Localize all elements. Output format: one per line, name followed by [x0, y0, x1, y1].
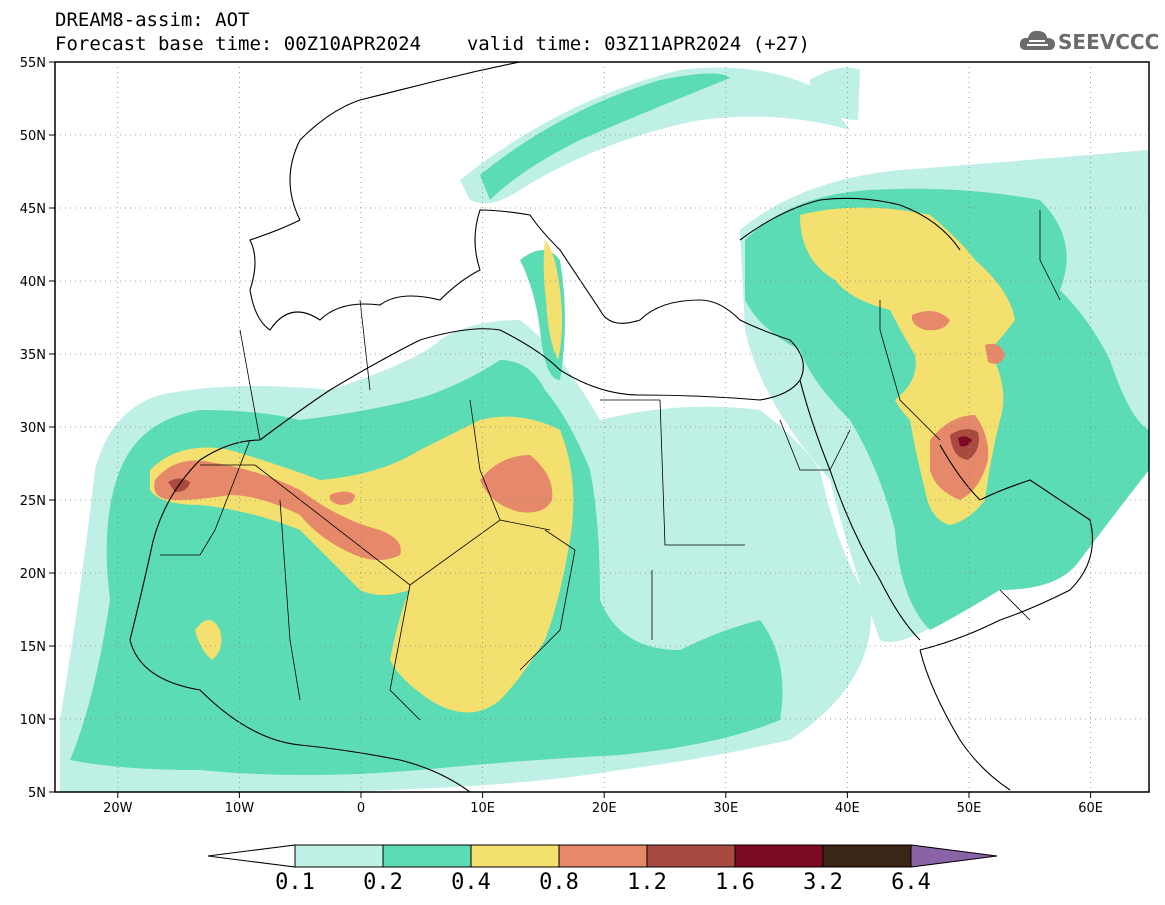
lon-label: 10W: [225, 801, 255, 816]
colorbar-label: 0.2: [363, 870, 403, 895]
lon-label: 50E: [957, 801, 982, 816]
lon-label: 30E: [713, 801, 738, 816]
aot-0.8-layer: [154, 311, 1005, 560]
colorbar-label: 0.1: [275, 870, 315, 895]
colorbar-swatch: [734, 844, 824, 868]
lon-label: 20E: [592, 801, 617, 816]
logo-text: SEEVCCC: [1058, 30, 1160, 54]
lon-label: 10E: [470, 801, 495, 816]
colorbar-label: 0.4: [451, 870, 491, 895]
country-borders: [160, 210, 1061, 721]
lat-label: 45N: [20, 202, 46, 217]
lat-label: 55N: [20, 56, 46, 71]
colorbar-swatch: [294, 844, 384, 868]
lat-label: 30N: [20, 421, 46, 436]
colorbar-label: 3.2: [803, 870, 843, 895]
graticule: [55, 62, 1149, 792]
colorbar-label: 6.4: [891, 870, 931, 895]
base-time-label: Forecast base time: 00Z10APR2024: [55, 33, 422, 55]
colorbar: [207, 844, 998, 868]
lat-label: 20N: [20, 567, 46, 582]
lon-label: 40E: [835, 801, 860, 816]
colorbar-swatch: [822, 844, 912, 868]
colorbar-under-arrow: [207, 844, 296, 868]
aot-1.6-layer: [958, 436, 972, 447]
tick-marks: [49, 61, 1092, 798]
lat-label: 50N: [20, 129, 46, 144]
colorbar-swatch: [646, 844, 736, 868]
seevccc-logo: SEEVCCC: [1018, 26, 1160, 58]
valid-time-label: valid time: 03Z11APR2024 (+27): [466, 33, 810, 55]
lat-label: 25N: [20, 494, 46, 509]
colorbar-swatch: [470, 844, 560, 868]
lat-labels: 55N 50N 45N 40N 35N 30N 25N 20N 15N 10N …: [20, 56, 46, 801]
chart-title: DREAM8-assim: AOT: [55, 9, 250, 31]
colorbar-swatch: [558, 844, 648, 868]
forecast-time-line: Forecast base time: 00Z10APR2024 valid t…: [55, 34, 810, 54]
lat-label: 5N: [28, 786, 46, 801]
aot-fields: [55, 62, 1149, 792]
colorbar-label: 1.2: [627, 870, 667, 895]
colorbar-over-arrow: [910, 844, 998, 868]
lat-label: 40N: [20, 275, 46, 290]
lon-label: 20W: [103, 801, 133, 816]
lon-label: 0: [357, 801, 365, 816]
lat-label: 35N: [20, 348, 46, 363]
lat-label: 15N: [20, 640, 46, 655]
colorbar-label: 0.8: [539, 870, 579, 895]
colorbar-label: 1.6: [715, 870, 755, 895]
lat-label: 10N: [20, 713, 46, 728]
colorbar-swatch: [382, 844, 472, 868]
lon-label: 60E: [1078, 801, 1103, 816]
coastlines: [129, 62, 1094, 792]
cloud-icon: [1019, 30, 1055, 50]
lon-labels: 20W 10W 0 10E 20E 30E 40E 50E 60E: [103, 801, 1103, 816]
